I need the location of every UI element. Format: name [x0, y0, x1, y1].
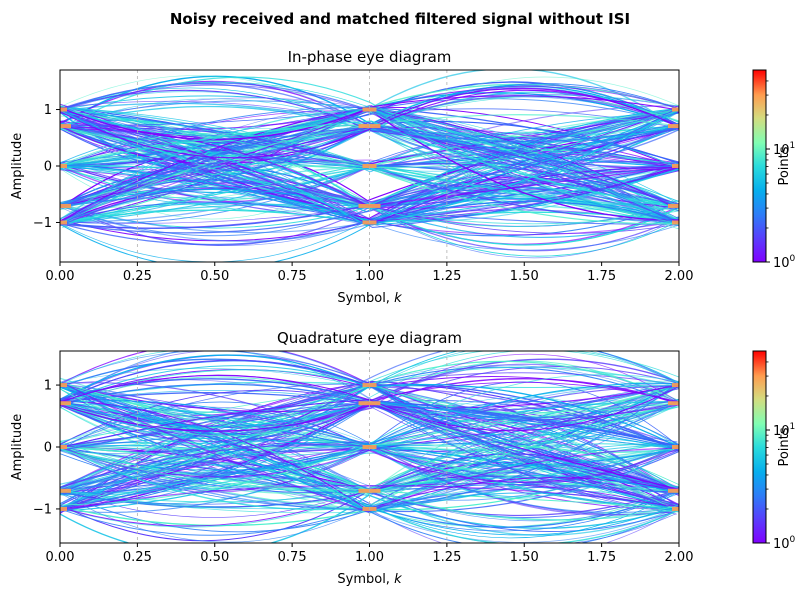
density-peak: [668, 203, 679, 208]
density-peak: [60, 124, 71, 129]
eye-trace: [60, 89, 679, 159]
density-peak: [60, 107, 67, 112]
density-peak: [672, 445, 679, 449]
density-peak: [672, 107, 679, 112]
eye-trace: [60, 351, 679, 399]
y-tick-label: 0: [44, 441, 52, 456]
eye-trace: [62, 110, 679, 226]
y-tick-label: −1: [33, 502, 52, 517]
subplot-title: Quadrature eye diagram: [277, 329, 462, 347]
colorbar-gradient: [752, 350, 767, 544]
eye-trace: [62, 163, 679, 226]
eye-trace: [61, 382, 679, 513]
x-tick-label: 1.75: [587, 269, 616, 284]
x-tick-label: 0.75: [278, 550, 307, 565]
colorbar-tick-label: 100: [773, 535, 796, 552]
x-tick-label: 0.50: [200, 550, 229, 565]
density-peak: [60, 220, 67, 225]
y-axis-label: Amplitude: [10, 414, 25, 481]
eye-trace: [60, 89, 679, 208]
eye-trace: [60, 112, 679, 169]
colorbar-tick-label: 101: [773, 422, 795, 439]
density-peak: [60, 488, 71, 493]
x-axis-label: Symbol, k: [337, 572, 402, 587]
density-peak: [672, 506, 679, 511]
eye-traces: [60, 70, 679, 262]
y-tick-label: 0: [44, 160, 52, 175]
eye-trace: [61, 485, 678, 510]
eye-trace: [60, 494, 679, 543]
density-peak: [668, 401, 679, 406]
density-peak: [60, 164, 67, 168]
x-tick-label: 0.75: [278, 269, 307, 284]
x-tick-label: 2.00: [665, 269, 694, 284]
density-peak: [60, 506, 67, 511]
x-tick-label: 1.75: [587, 550, 616, 565]
colorbar-label: Points: [777, 427, 792, 466]
density-peak: [60, 445, 67, 449]
in-phase-eye-diagram-panel: In-phase eye diagram 0.00 0.25 0.50 0.75 1.00…: [10, 48, 796, 306]
x-tick-label: 0.00: [46, 550, 75, 565]
density-peak: [60, 203, 71, 208]
quadrature-eye-diagram-panel: Quadrature eye diagram 0.00 0.25 0.50 0.75 1.…: [10, 329, 796, 587]
eye-trace: [61, 161, 678, 223]
density-peak: [672, 383, 679, 388]
eye-trace: [60, 381, 679, 449]
x-tick-label: 0.25: [123, 269, 152, 284]
x-tick-label: 1.25: [432, 269, 461, 284]
density-peak: [668, 124, 679, 129]
eye-trace: [60, 127, 679, 234]
eye-trace: [60, 353, 679, 488]
y-tick-label: 1: [44, 103, 52, 118]
subplot-title: In-phase eye diagram: [288, 48, 452, 66]
density-peak: [358, 203, 381, 208]
density-peak: [362, 107, 377, 112]
density-peak: [672, 164, 679, 168]
colorbar-tick-label: 101: [773, 141, 795, 158]
density-peak: [672, 220, 679, 225]
eye-trace: [60, 95, 679, 223]
density-peak: [362, 383, 377, 388]
x-tick-label: 1.50: [510, 269, 539, 284]
eye-trace: [62, 120, 677, 208]
x-tick-label: 0.50: [200, 269, 229, 284]
density-peak: [60, 401, 71, 406]
eye-trace: [60, 401, 679, 494]
colorbar-tick-label: 100: [773, 254, 796, 271]
x-tick-label: 2.00: [665, 550, 694, 565]
density-peak: [60, 383, 67, 388]
colorbar-gradient: [752, 69, 767, 263]
y-axis-label: Amplitude: [10, 133, 25, 200]
x-tick-label: 1.00: [355, 269, 384, 284]
colorbar-label: Points: [777, 146, 792, 185]
density-peak: [358, 401, 381, 406]
eye-trace: [60, 380, 679, 511]
eye-trace: [62, 441, 679, 510]
x-tick-label: 1.25: [432, 550, 461, 565]
y-tick-label: 1: [44, 379, 52, 394]
eye-trace: [60, 110, 677, 227]
eye-trace: [60, 446, 679, 510]
x-tick-label: 1.50: [510, 550, 539, 565]
x-axis-label: Symbol, k: [337, 291, 402, 306]
eye-trace: [62, 351, 677, 389]
eye-trace: [60, 126, 679, 221]
eye-trace: [60, 354, 678, 447]
x-tick-label: 0.25: [123, 550, 152, 565]
eye-trace: [60, 400, 679, 488]
x-tick-label: 0.00: [46, 269, 75, 284]
density-peak: [668, 488, 679, 493]
y-tick-label: −1: [33, 216, 52, 231]
eye-trace: [60, 384, 677, 536]
eye-trace: [60, 106, 679, 222]
eye-trace: [60, 351, 679, 494]
x-tick-label: 1.00: [355, 550, 384, 565]
figure-title: Noisy received and matched filtered sign…: [170, 10, 630, 28]
eye-traces: [60, 351, 679, 543]
